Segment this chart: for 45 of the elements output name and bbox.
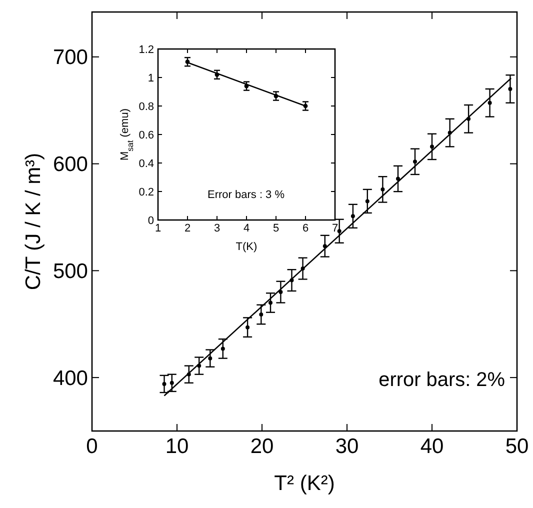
point [259,312,264,316]
point [365,199,370,204]
point [430,144,434,149]
x-axis-title: T(K) [236,241,258,253]
annotation: error bars: 2% [378,369,506,391]
x-tick-label: 7 [332,222,338,235]
point [350,214,355,218]
point [278,290,283,294]
x-tick-label: 20 [250,435,274,458]
y-axis-title: C/T (J / K / m³) [22,152,45,290]
x-tick-label: 30 [335,435,359,458]
y-tick-label: 700 [52,46,88,70]
x-tick-label: 10 [165,435,189,458]
y-tick-label: 400 [52,366,88,390]
point [508,86,512,91]
point [268,300,272,305]
y-tick-label: 600 [52,153,88,176]
x-tick-label: 3 [214,222,220,235]
y-tick-label: 500 [52,260,88,284]
point [380,187,385,192]
y-tick-label: 0.4 [138,158,154,170]
y-tick-label: 1.2 [138,44,154,56]
y-tick-label: 0.8 [138,100,154,113]
x-tick-label: 4 [243,222,250,235]
point [170,380,174,385]
y-tick-label: 0.2 [138,186,154,198]
point [220,346,225,351]
point [413,160,417,164]
x-tick-label: 50 [505,435,529,458]
point [246,325,250,330]
x-tick-label: 2 [184,222,191,235]
x-axis-title: T² (K²) [274,472,335,495]
point [396,176,400,181]
y-tick-label: 0.6 [138,129,154,142]
point [488,100,492,105]
y-tick-label: 1 [148,72,154,84]
x-tick-label: 6 [302,222,309,235]
y-tick-label: 0 [148,214,154,227]
point [337,229,342,234]
x-tick-label: 40 [420,435,444,458]
point [162,382,166,386]
point [208,356,212,360]
point [322,244,327,248]
x-tick-label: 5 [272,222,280,235]
annotation: Error bars : 3 % [207,189,285,201]
